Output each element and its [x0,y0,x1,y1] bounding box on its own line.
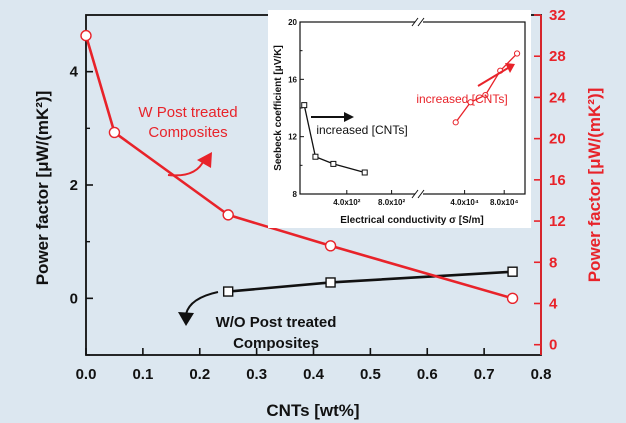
y-right-tick-label: 8 [549,254,557,271]
black-label-pointer-curve [185,291,219,315]
inset-y-tick-label: 12 [288,133,297,142]
inset-y-axis-title: Seebeck coefficient [μV/K] [273,45,284,171]
red-series-point [324,240,337,252]
inset-chart: 8 12 16 20 4.0x10² 8.0x10² 4.0x10⁴ 8.0x10⁴ Elec… [268,10,531,228]
x-tick-label: 0.0 [76,366,97,383]
inset-black-series-point [312,153,319,160]
y-right-tick-label: 24 [549,89,566,106]
y-axis-title-left: Power factor [μW/(mK²)] [33,91,52,286]
y-left-tick-label: 4 [70,64,79,81]
inset-black-arrow-head [344,112,354,122]
black-series-point [222,286,234,297]
red-series-point [506,292,519,305]
x-tick-label: 0.1 [132,366,153,383]
y-left-tick-label: 0 [70,290,78,307]
red-series-point [80,29,92,42]
black-label-pointer-head [178,312,194,326]
y-right-tick-label: 16 [549,172,566,189]
inset-x-tick-label: 4.0x10⁴ [450,198,478,207]
y-right-tick-label: 20 [549,131,566,148]
main-series-layer [80,29,519,305]
x-tick-label: 0.6 [417,366,438,383]
black-series-line [228,270,513,293]
inset-break-gap-top [415,19,423,25]
inset-red-series-point [513,50,521,57]
y-left-tick-label: 2 [70,177,78,194]
inset-break-mark-bottom [411,189,425,199]
inset-y-tick-label: 20 [288,18,297,27]
black-series-label-line2: Composites [233,335,319,352]
inset-x-axis-title: Electrical conductivity σ [S/m] [340,215,484,226]
main-y-ticks-right: 0 4 8 12 16 20 24 28 32 [534,7,566,355]
x-tick-label: 0.8 [531,366,552,383]
inset-x-tick-label: 4.0x10² [333,198,360,207]
inset-red-series-point [452,119,459,126]
x-tick-label: 0.7 [474,366,495,383]
inset-x-tick-label: 8.0x10² [378,198,405,207]
inset-x-tick-label: 8.0x10⁴ [490,198,518,207]
y-right-tick-label: 0 [549,337,557,354]
x-tick-label: 0.4 [303,366,325,383]
red-label-pointer-head [197,152,212,168]
red-series-label-line1: W Post treated [138,104,237,121]
main-x-ticks: 0.0 0.1 0.2 0.3 0.4 0.5 0.6 0.7 0.8 [76,348,552,383]
y-right-tick-label: 32 [549,7,566,24]
inset-y-tick-label: 16 [288,75,297,84]
red-series-point [222,209,234,221]
red-series-point [108,126,121,139]
inset-panel [268,10,531,228]
inset-break-mark-top [411,17,425,27]
red-series-label-line2: Composites [148,124,227,141]
inset-black-series-point [361,169,368,176]
inset-break-gap-bottom [415,191,423,197]
x-tick-label: 0.3 [246,366,267,383]
inset-red-label: increased [CNTs] [416,92,507,106]
x-tick-label: 0.2 [189,366,210,383]
inset-y-tick-label: 8 [293,190,298,199]
red-label-pointer-curve [167,159,205,177]
y-axis-title-right: Power factor [μW/(mK²)] [585,88,604,283]
inset-red-arrow-line [477,67,509,87]
black-series-label-line1: W/O Post treated [216,314,337,331]
inset-series-layer [301,50,521,176]
inset-black-label: increased [CNTs] [316,123,407,137]
inset-ticks: 8 12 16 20 4.0x10² 8.0x10² 4.0x10⁴ 8.0x10⁴ [288,18,518,207]
black-series-point [507,266,518,277]
inset-red-arrow-head [505,63,515,73]
x-tick-label: 0.5 [360,366,381,383]
y-right-tick-label: 28 [549,48,566,65]
x-axis-title: CNTs [wt%] [266,401,359,420]
inset-red-series-point [467,99,474,106]
inset-red-series-point [482,92,489,99]
y-right-tick-label: 4 [549,295,558,312]
main-y-ticks-left: 0 2 4 [70,64,93,356]
black-series-point [325,277,336,288]
inset-black-series-point [301,102,308,109]
inset-black-series-point [330,160,337,167]
y-right-tick-label: 12 [549,213,566,230]
inset-black-series-line [303,104,365,174]
